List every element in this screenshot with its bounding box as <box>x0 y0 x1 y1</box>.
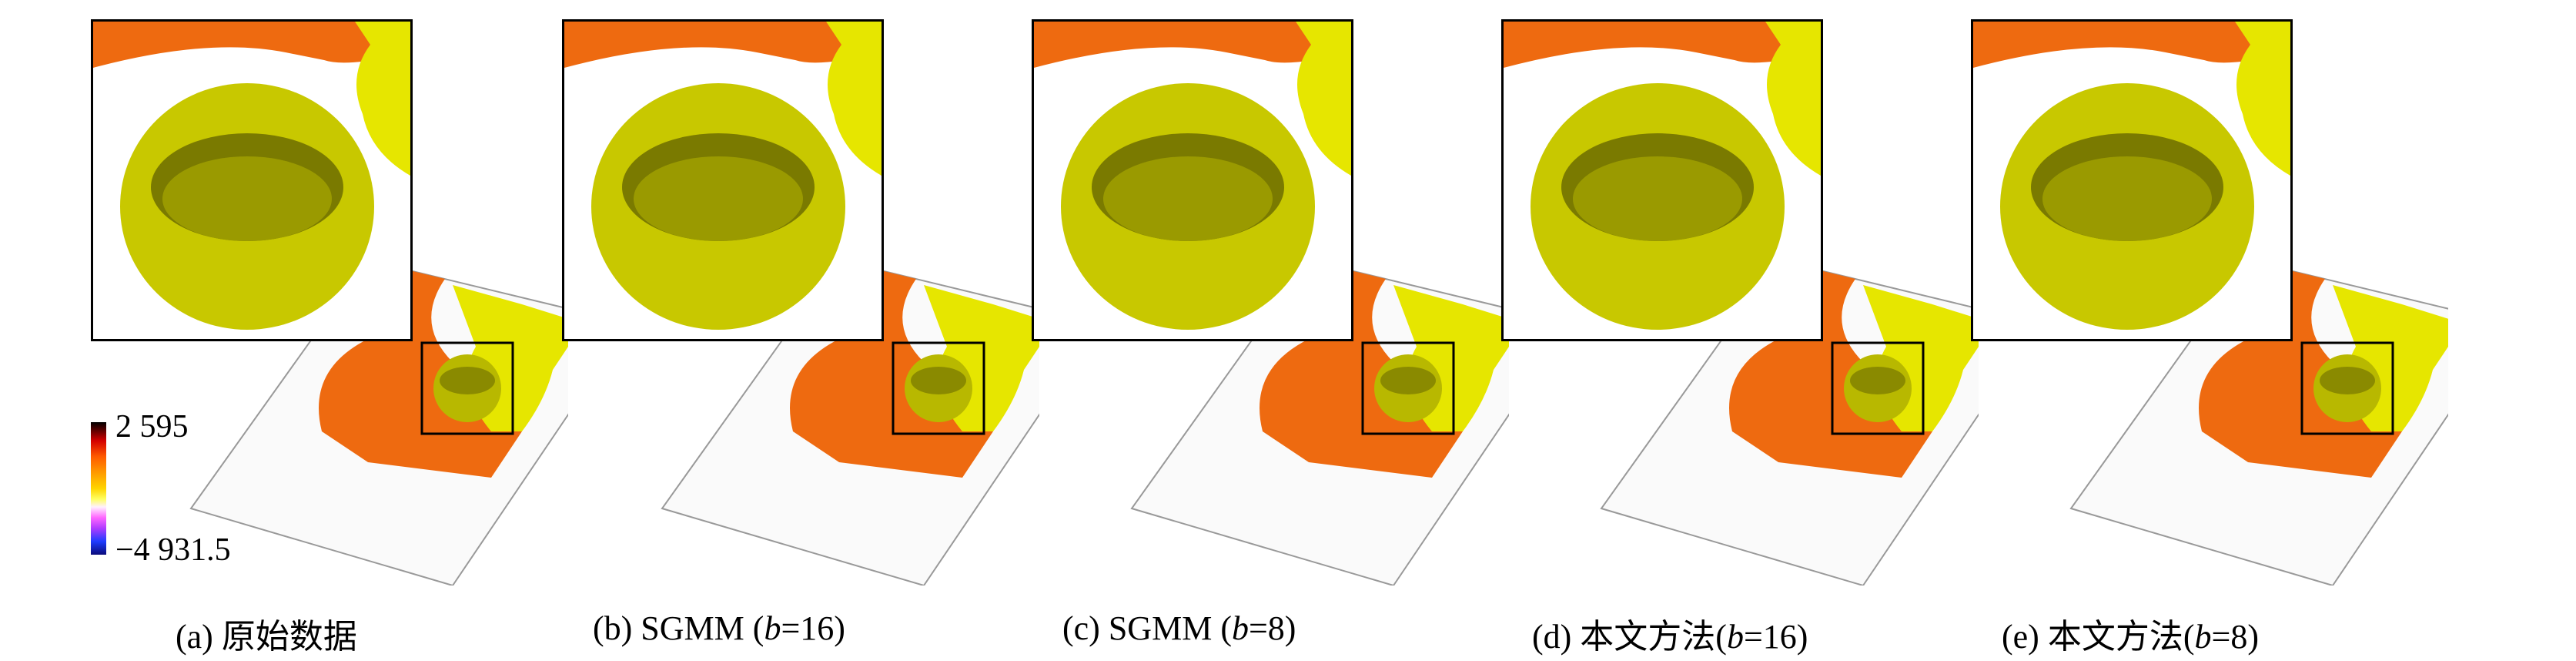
caption-b: (b) SGMM (b=16) <box>593 609 845 647</box>
panel-d: (d) 本文方法(b=16) <box>1501 0 1979 656</box>
colorbar <box>91 422 106 555</box>
panel-e: (e) 本文方法(b=8) <box>1971 0 2448 656</box>
zoom-inset <box>91 19 413 341</box>
panel-b: (b) SGMM (b=16) <box>562 0 1039 647</box>
caption-d: (d) 本文方法(b=16) <box>1532 618 1808 656</box>
colorbar-min-label: −4 931.5 <box>115 532 231 568</box>
caption-a: (a) 原始数据 <box>176 618 357 656</box>
colorbar-max-label: 2 595 <box>115 409 189 445</box>
zoom-inset <box>1971 19 2293 341</box>
zoom-inset <box>1032 19 1353 341</box>
panel-c: (c) SGMM (b=8) <box>1032 0 1509 647</box>
zoom-inset <box>1501 19 1823 341</box>
panel-a: (a) 原始数据 <box>91 0 568 656</box>
volume-render <box>2069 259 2448 586</box>
caption-c: (c) SGMM (b=8) <box>1062 609 1296 647</box>
zoom-inset <box>562 19 884 341</box>
volume-render <box>1130 259 1509 586</box>
caption-e: (e) 本文方法(b=8) <box>2002 618 2259 656</box>
